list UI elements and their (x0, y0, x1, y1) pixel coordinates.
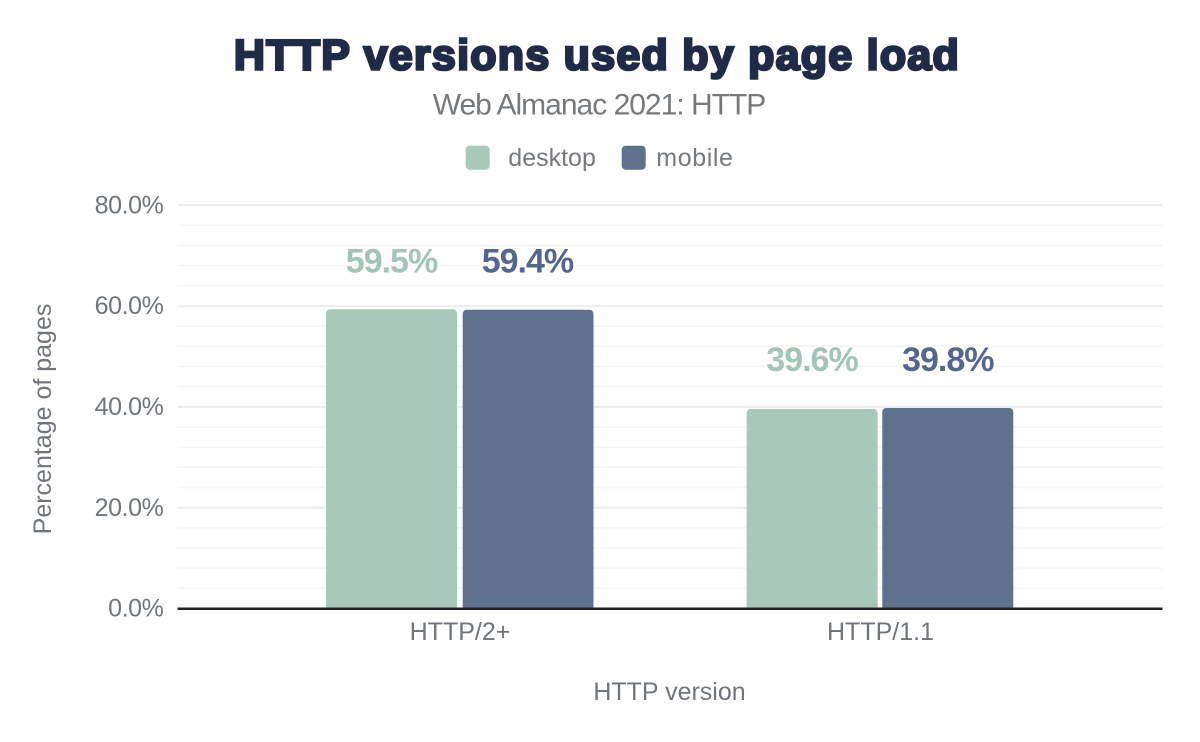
svg-text:Web Almanac 2021: HTTP: Web Almanac 2021: HTTP (433, 89, 766, 122)
svg-text:40.0%: 40.0% (95, 393, 164, 421)
svg-text:59.5%: 59.5% (346, 243, 438, 281)
svg-text:mobile: mobile (656, 144, 733, 172)
svg-text:39.8%: 39.8% (902, 341, 994, 379)
svg-text:20.0%: 20.0% (95, 494, 164, 522)
svg-text:59.4%: 59.4% (482, 243, 574, 281)
svg-text:39.6%: 39.6% (766, 341, 858, 379)
svg-text:HTTP/1.1: HTTP/1.1 (827, 618, 934, 646)
svg-text:Percentage of pages: Percentage of pages (29, 304, 57, 535)
svg-text:80.0%: 80.0% (95, 191, 164, 219)
svg-text:0.0%: 0.0% (108, 595, 164, 623)
svg-text:desktop: desktop (508, 144, 596, 172)
svg-text:HTTP/2+: HTTP/2+ (410, 618, 511, 646)
svg-text:HTTP versions used by page loa: HTTP versions used by page load (234, 32, 960, 80)
svg-text:60.0%: 60.0% (95, 292, 164, 320)
svg-text:HTTP version: HTTP version (593, 678, 745, 706)
